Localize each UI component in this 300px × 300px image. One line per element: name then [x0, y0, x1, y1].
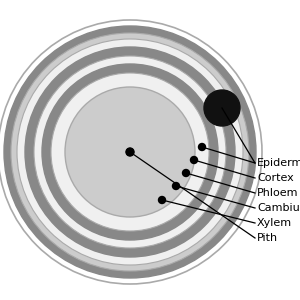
Circle shape	[126, 148, 134, 156]
Text: Phloem: Phloem	[257, 188, 298, 198]
Circle shape	[127, 148, 134, 155]
Circle shape	[182, 169, 190, 176]
Circle shape	[199, 143, 206, 151]
Circle shape	[0, 20, 262, 284]
Circle shape	[25, 47, 235, 257]
Circle shape	[204, 90, 240, 126]
Circle shape	[17, 39, 243, 265]
Circle shape	[65, 87, 195, 217]
Circle shape	[51, 73, 209, 231]
Circle shape	[11, 33, 249, 271]
Text: Cortex: Cortex	[257, 173, 294, 183]
Circle shape	[190, 157, 197, 164]
Text: Epiderm: Epiderm	[257, 158, 300, 168]
Text: Pith: Pith	[257, 233, 278, 243]
Circle shape	[42, 64, 218, 240]
Text: Xylem: Xylem	[257, 218, 292, 228]
Text: Cambiu: Cambiu	[257, 203, 300, 213]
Circle shape	[172, 182, 179, 190]
Circle shape	[34, 56, 226, 248]
Circle shape	[4, 26, 256, 278]
Circle shape	[158, 196, 166, 203]
